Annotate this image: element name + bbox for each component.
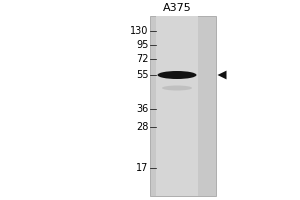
Text: A375: A375 [163,3,191,13]
Text: 55: 55 [136,70,148,80]
Bar [156,16,198,196]
Text: 28: 28 [136,122,148,132]
Text: 130: 130 [130,26,148,36]
Text: 17: 17 [136,163,148,173]
Polygon shape [218,71,226,79]
Bar [150,16,216,196]
Text: 72: 72 [136,54,148,64]
Ellipse shape [162,85,192,90]
Text: 95: 95 [136,40,148,50]
Ellipse shape [158,71,196,79]
Text: 36: 36 [136,104,148,114]
